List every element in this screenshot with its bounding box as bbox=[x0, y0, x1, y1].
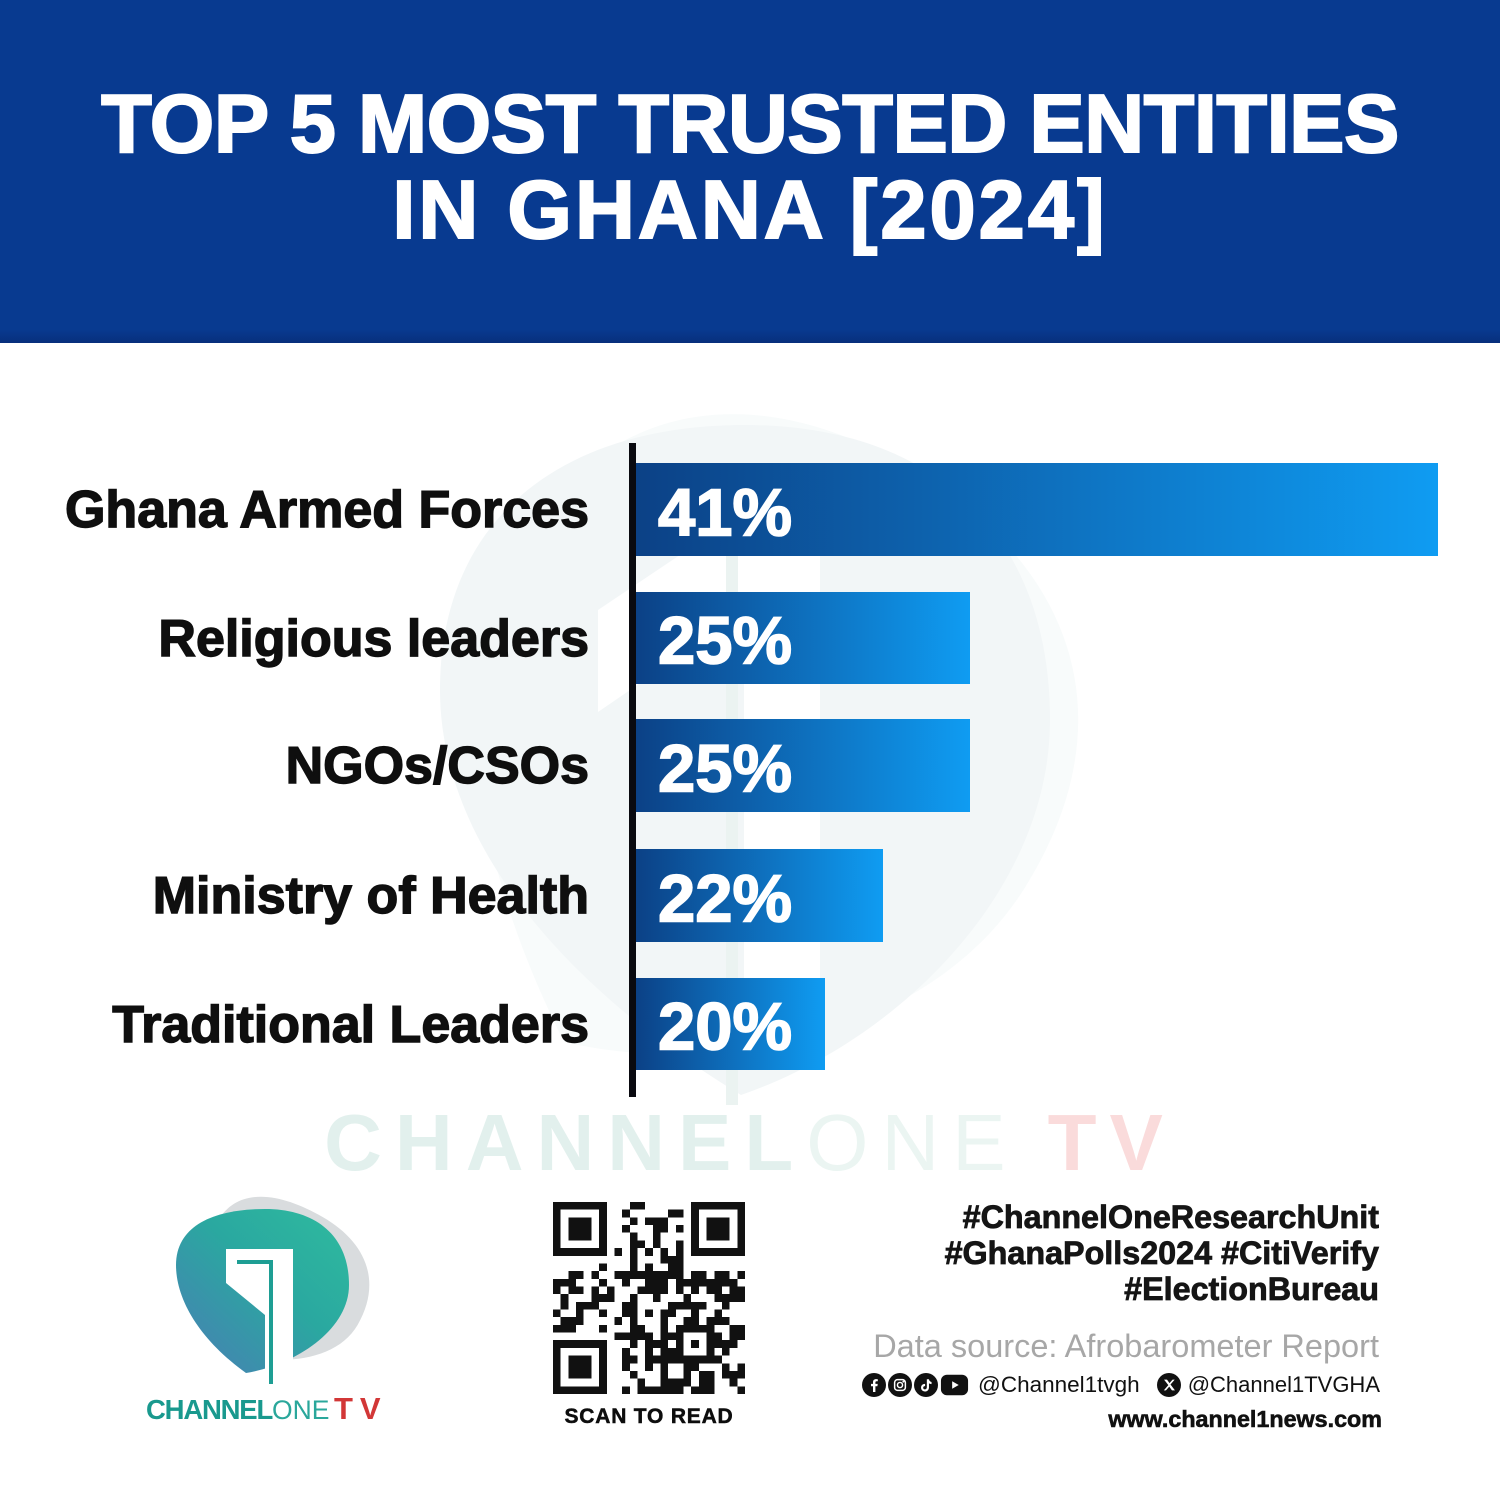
svg-text:TV: TV bbox=[334, 1391, 388, 1422]
svg-text:CHANNEL: CHANNEL bbox=[146, 1394, 272, 1422]
svg-text:ONE: ONE bbox=[272, 1395, 329, 1422]
